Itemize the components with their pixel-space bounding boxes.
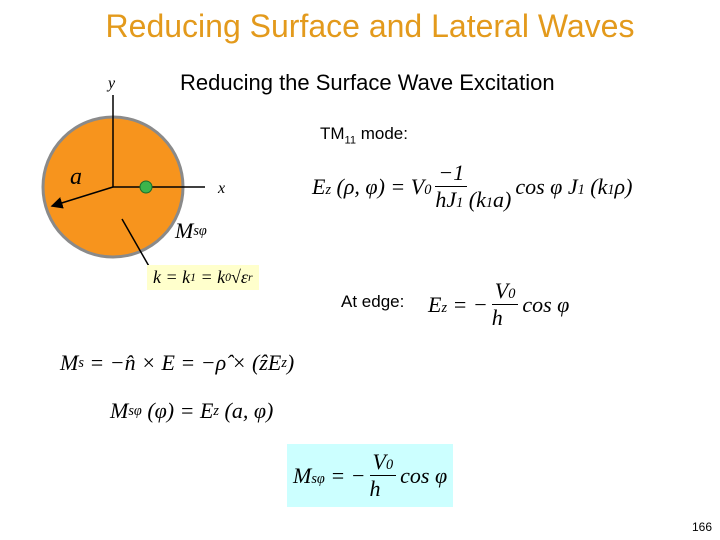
mode-label: TM11 mode: [320,124,408,146]
math-text: M [175,218,194,243]
math-text: = −n̂ × E = −ρ̂ × (ẑE [83,350,282,375]
subscript: z [213,402,219,419]
math-text: −1 [438,160,465,185]
math-text: E [428,291,442,317]
subscript: z [441,299,448,316]
math-text: mode: [356,124,408,143]
subscript: sφ [311,470,325,487]
y-label: y [106,75,116,92]
math-text: = − [324,462,366,488]
denominator: h [370,476,381,502]
page-number: 166 [691,520,712,534]
radius-arrow [50,186,114,209]
subscript: z [281,354,287,371]
math-text: V [494,278,509,303]
radius-label: a [70,164,82,190]
current-pointer [121,218,151,269]
subscript: 1 [190,271,196,284]
subscript: z [325,181,332,198]
numerator: −1 [435,160,468,187]
math-text: = − [447,291,488,317]
math-text: ρ) [614,173,633,199]
math-text: cos φ [400,462,448,488]
subscript: 0 [424,181,432,198]
math-text: TM [320,124,345,143]
subscript: 1 [577,181,585,198]
math-text: cos φ [522,291,570,317]
math-text: M [110,398,129,423]
subscript: 11 [344,134,357,147]
math-text: M [293,462,312,488]
math-text: (k [584,173,608,199]
math-text: cos φ J [515,173,578,199]
rhs: cos φ [400,463,447,489]
feed-point [139,180,153,194]
subscript: 1 [607,181,615,198]
subscript: 1 [485,195,494,211]
subscript: 0 [385,457,394,473]
subscript: 0 [508,286,516,302]
subscript: sφ [128,402,142,419]
subtitle: Reducing the Surface Wave Excitation [180,70,555,95]
subscript: sφ [193,222,207,239]
math-text: a) [493,187,512,212]
edge-label: At edge: [341,292,405,311]
math-text: ) [286,350,295,375]
math-text: (k [463,187,486,212]
math-text: (φ) = E [141,398,214,423]
math-text: h [369,476,381,501]
math-text: √ε [230,267,248,287]
math-text: = k [195,267,226,287]
math-text: k = k [153,267,191,287]
math-text: (ρ, φ) = V [331,173,425,199]
subscript: 1 [456,195,464,211]
slide-title: Reducing Surface and Lateral Waves [105,8,635,44]
math-text: E [312,173,326,199]
subscript: s [78,354,84,371]
x-label: x [217,180,225,197]
math-text: M [60,350,79,375]
math-text: hJ [435,187,457,212]
rhs: cos φ [522,292,569,318]
math-text: V [372,449,386,474]
denominator: h [492,305,503,331]
subscript: 0 [225,271,231,284]
denominator: hJ 1 (k 1 a) [435,187,511,213]
math-text: (a, φ) [219,398,274,423]
fraction: −1 hJ 1 (k 1 a) [435,160,511,213]
subscript: r [247,271,253,284]
math-text: h [491,305,503,330]
